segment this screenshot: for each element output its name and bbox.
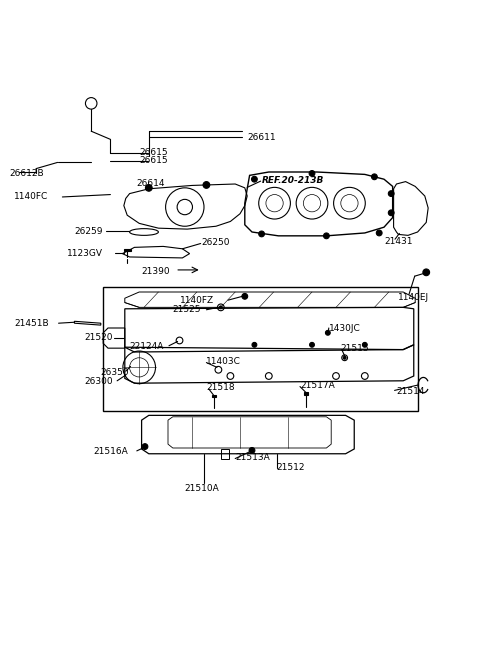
Circle shape [325, 331, 330, 335]
Circle shape [372, 174, 377, 180]
Text: 21517A: 21517A [300, 381, 335, 390]
Text: 1140FC: 1140FC [14, 192, 48, 201]
Circle shape [219, 306, 222, 309]
Circle shape [252, 342, 257, 347]
Circle shape [388, 210, 394, 216]
Text: 26350: 26350 [101, 367, 130, 377]
Circle shape [252, 176, 257, 182]
Circle shape [376, 230, 382, 236]
Text: 1123GV: 1123GV [67, 249, 103, 258]
Circle shape [324, 233, 329, 239]
Text: 21512: 21512 [276, 462, 304, 472]
Text: 26612B: 26612B [10, 169, 44, 178]
Text: 21525: 21525 [173, 305, 201, 314]
Text: 26259: 26259 [74, 228, 103, 237]
Circle shape [362, 342, 367, 347]
Circle shape [203, 182, 210, 188]
Text: 21390: 21390 [142, 267, 170, 276]
Text: 21513A: 21513A [235, 453, 270, 462]
Polygon shape [304, 392, 308, 395]
Text: 11403C: 11403C [206, 357, 241, 366]
Text: 21431: 21431 [384, 237, 412, 245]
Text: 26611: 26611 [247, 133, 276, 142]
Polygon shape [212, 395, 216, 397]
Text: 26614: 26614 [137, 178, 165, 188]
Circle shape [242, 293, 248, 299]
Bar [103, 287, 418, 411]
Circle shape [423, 269, 430, 276]
Polygon shape [124, 249, 131, 251]
Text: 26300: 26300 [84, 377, 113, 386]
Circle shape [310, 342, 314, 347]
Circle shape [343, 356, 346, 359]
Circle shape [142, 443, 148, 449]
Text: 26615: 26615 [139, 148, 168, 157]
Circle shape [309, 171, 315, 176]
Text: 21515: 21515 [341, 344, 370, 353]
Circle shape [259, 231, 264, 237]
Text: 21516A: 21516A [94, 447, 128, 456]
Text: 1140FZ: 1140FZ [180, 296, 214, 304]
Text: 26615: 26615 [139, 157, 168, 165]
Text: REF.20-213B: REF.20-213B [262, 176, 324, 184]
Text: 21510A: 21510A [185, 484, 219, 493]
Circle shape [145, 184, 152, 191]
Text: 21451B: 21451B [14, 319, 49, 328]
Circle shape [388, 191, 394, 197]
Text: 21514: 21514 [396, 387, 424, 396]
Text: 26250: 26250 [202, 238, 230, 247]
Circle shape [249, 447, 255, 453]
Text: 1430JC: 1430JC [329, 325, 360, 333]
Text: 21518: 21518 [206, 384, 235, 392]
Text: 1140EJ: 1140EJ [398, 293, 430, 302]
Text: 21520: 21520 [84, 333, 112, 342]
Text: 22124A: 22124A [130, 342, 164, 351]
